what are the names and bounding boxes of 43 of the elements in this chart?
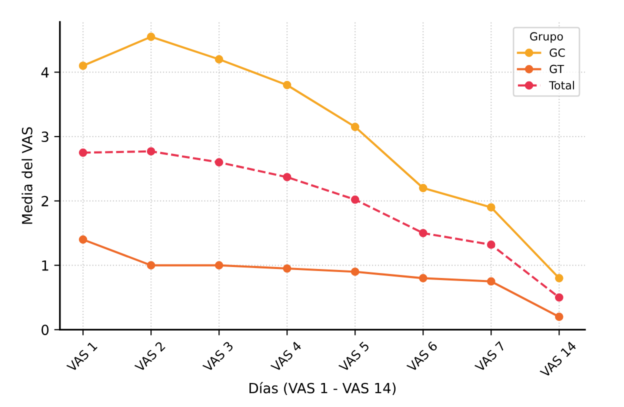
y-tick-label: 2 [42, 196, 48, 206]
x-tick-label: VAS 3 [202, 340, 234, 372]
point [78, 62, 88, 70]
point [418, 274, 428, 282]
point [282, 172, 292, 182]
point [418, 184, 428, 192]
point [350, 195, 360, 204]
point [486, 277, 496, 286]
point [146, 32, 156, 41]
x-tick-label: VAS 6 [406, 340, 438, 372]
legend-label: Total [549, 80, 574, 90]
point [146, 147, 156, 156]
y-axis-title: Media del VAS [22, 127, 32, 224]
point [214, 55, 224, 64]
legend-label: GT [550, 64, 564, 74]
point [146, 261, 156, 270]
point [350, 268, 360, 276]
y-tick-label: 4 [41, 67, 49, 78]
x-axis-title: Días (VAS 1 - VAS 14) [250, 382, 396, 395]
point [282, 80, 292, 90]
x-tick-label: VAS 2 [134, 341, 166, 372]
y-tick-label: 1 [42, 260, 48, 271]
legend-label: GC [550, 48, 565, 57]
point [486, 240, 496, 249]
x-tick-label: VAS 1 [66, 341, 98, 372]
point [214, 261, 224, 270]
point [486, 203, 496, 212]
point [554, 312, 564, 321]
x-tick-label: VAS 14 [540, 340, 577, 378]
x-tick-label: VAS 7 [474, 341, 506, 372]
legend-title: Grupo [530, 32, 563, 43]
x-tick-label: VAS 4 [270, 340, 302, 372]
point [78, 235, 88, 244]
y-tick-label: 0 [42, 324, 49, 336]
point [350, 122, 360, 132]
point [214, 158, 224, 166]
point [78, 148, 88, 157]
point [418, 228, 428, 238]
point [554, 274, 564, 282]
point [282, 264, 292, 273]
x-tick-label: VAS 5 [338, 341, 370, 372]
y-tick-label: 3 [42, 132, 48, 142]
point [554, 293, 564, 302]
